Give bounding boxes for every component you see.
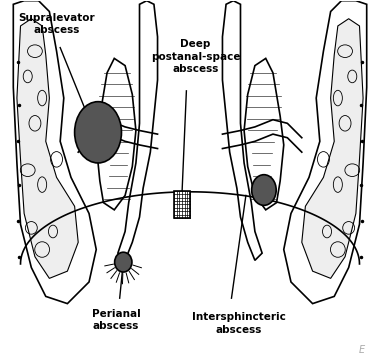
Polygon shape: [17, 19, 78, 278]
Text: E: E: [359, 345, 365, 355]
Polygon shape: [302, 19, 363, 278]
Polygon shape: [244, 58, 284, 210]
Text: Supralevator
abscess: Supralevator abscess: [18, 13, 95, 35]
Polygon shape: [13, 1, 96, 304]
Ellipse shape: [115, 252, 132, 272]
Bar: [174, 191, 190, 218]
Text: Intersphincteric
abscess: Intersphincteric abscess: [192, 312, 286, 334]
Text: Perianal
abscess: Perianal abscess: [92, 309, 141, 331]
Polygon shape: [96, 58, 136, 210]
Polygon shape: [118, 1, 158, 260]
Polygon shape: [222, 1, 262, 260]
Text: Deep
postanal-space
abscess: Deep postanal-space abscess: [150, 39, 240, 74]
Ellipse shape: [252, 175, 276, 205]
Ellipse shape: [74, 102, 122, 163]
Polygon shape: [284, 1, 367, 304]
